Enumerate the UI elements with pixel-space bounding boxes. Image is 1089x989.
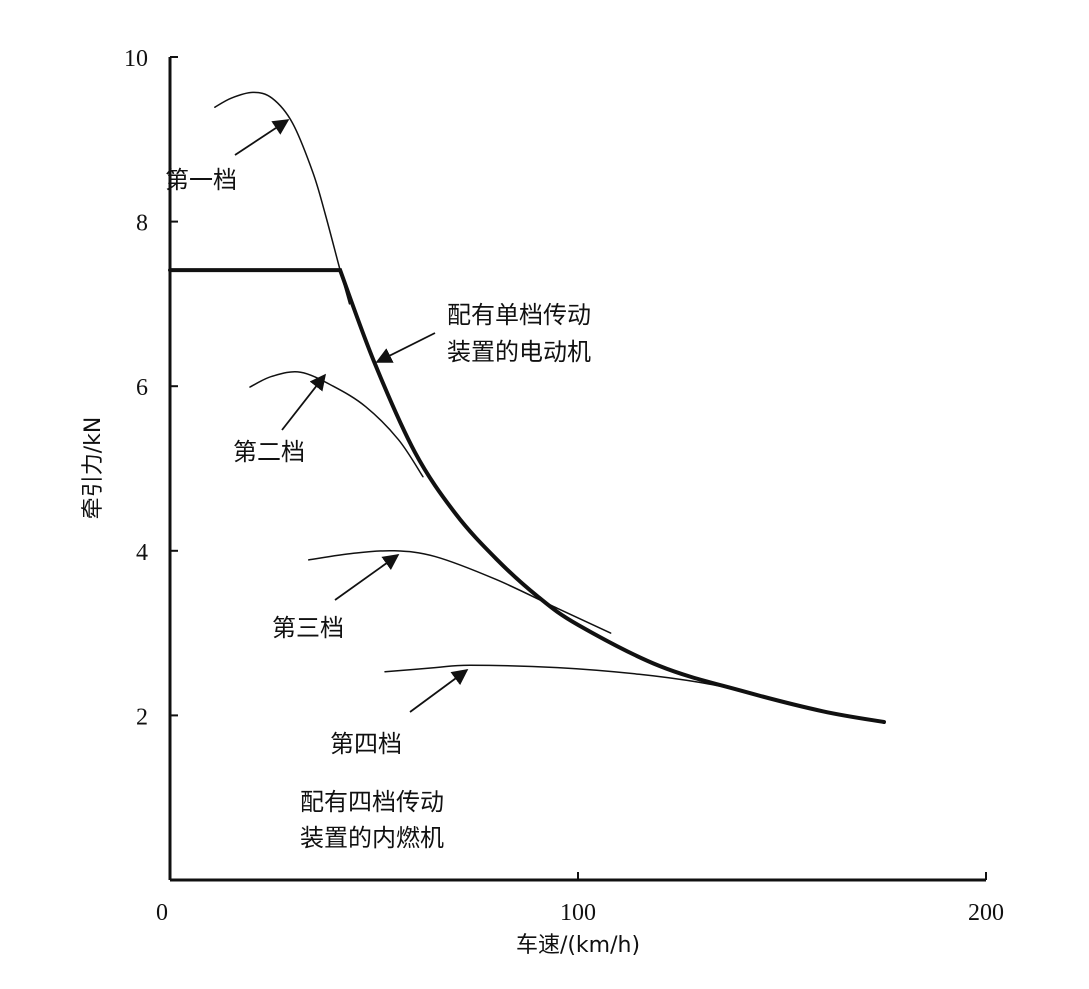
y-tick-label: 10 (124, 46, 148, 72)
y-tick-label: 6 (136, 375, 148, 401)
series-group (168, 91, 886, 724)
annotation-arrows (234, 119, 469, 713)
y-tick-label: 2 (136, 704, 148, 730)
annotation-motor-line1: 配有单档传动 (447, 301, 591, 329)
annotation-gear-3: 第三档 (272, 614, 344, 642)
annotation-motor-line2: 装置的电动机 (447, 338, 591, 366)
y-tick-label: 4 (136, 540, 148, 566)
arrow-motor (375, 332, 436, 363)
x-tick-label: 200 (968, 900, 1004, 926)
y-axis-label: 牵引力/kN (81, 417, 106, 520)
series-gear-3-curve (307, 549, 612, 634)
y-tick-label: 8 (136, 211, 148, 237)
annotation-ice-line2: 装置的内燃机 (300, 824, 444, 852)
annotation-gear-2: 第二档 (233, 438, 305, 466)
annotation-gear-1: 第一档 (165, 166, 237, 194)
x-tick-label: 0 (156, 900, 168, 926)
series-motor-curve (168, 268, 886, 724)
series-gear-4-curve (384, 664, 751, 694)
arrow-gear-4 (409, 669, 469, 713)
x-axis-label: 车速/(km/h) (516, 933, 640, 958)
series-gear-2-curve (249, 371, 424, 478)
arrow-gear-1 (234, 119, 290, 156)
annotation-gear-4: 第四档 (330, 730, 402, 758)
arrow-gear-2 (281, 373, 326, 431)
arrow-gear-3 (334, 554, 400, 601)
annotation-ice-line1: 配有四档传动 (300, 788, 444, 816)
series-gear-1-curve (214, 91, 351, 305)
x-tick-label: 100 (560, 900, 596, 926)
